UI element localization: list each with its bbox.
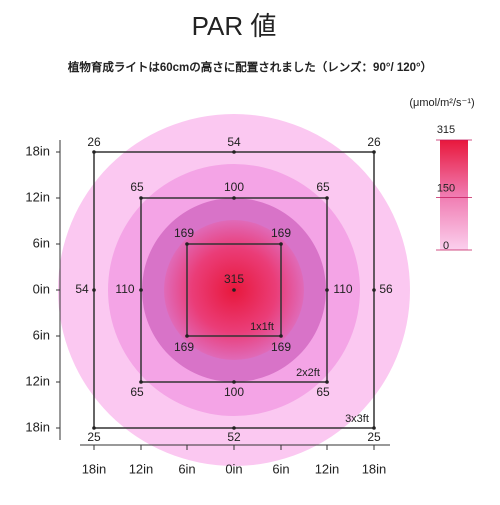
par-value: 110 [333, 282, 352, 296]
measure-point [92, 426, 96, 430]
par-value: 100 [224, 180, 244, 194]
unit: (μmol/m²/s⁻¹) [409, 97, 474, 109]
par-value: 169 [271, 226, 291, 240]
measure-point [372, 288, 376, 292]
par-value: 26 [87, 135, 101, 149]
par-value: 52 [227, 430, 241, 444]
title: PAR 値 [192, 11, 277, 41]
colorbar-label: 0 [443, 240, 449, 252]
subtitle: 植物育成ライトは60cmの高さに配置されました（レンズ：90°/ 120°） [67, 60, 432, 74]
measure-point [232, 288, 236, 292]
par-value: 100 [224, 385, 244, 399]
x-tick-label: 6in [178, 461, 195, 476]
colorbar-label: 150 [437, 183, 455, 195]
y-tick-label: 12in [25, 189, 50, 204]
measure-point [232, 150, 236, 154]
y-tick-label: 0in [33, 281, 50, 296]
par-value: 169 [271, 340, 291, 354]
par-value: 54 [75, 282, 89, 296]
x-tick-label: 12in [129, 461, 154, 476]
par-value: 26 [367, 135, 381, 149]
par-value: 25 [87, 430, 101, 444]
measure-point [372, 150, 376, 154]
y-tick-label: 6in [33, 327, 50, 342]
measure-point [279, 242, 283, 246]
measure-point [372, 426, 376, 430]
x-tick-label: 0in [225, 461, 242, 476]
square-label: 2x2ft [296, 367, 320, 379]
colorbar-label: 315 [437, 124, 455, 136]
y-tick-label: 6in [33, 235, 50, 250]
measure-point [139, 380, 143, 384]
par-value: 169 [174, 226, 194, 240]
measure-point [279, 334, 283, 338]
x-tick-label: 18in [82, 461, 107, 476]
measure-point [232, 196, 236, 200]
x-tick-label: 12in [315, 461, 340, 476]
par-value: 56 [379, 282, 393, 296]
par-value: 65 [130, 180, 144, 194]
par-value: 65 [130, 385, 144, 399]
par-value: 169 [174, 340, 194, 354]
par-value: 65 [316, 180, 330, 194]
colorbar [440, 140, 468, 250]
measure-point [185, 242, 189, 246]
square-label: 3x3ft [345, 413, 369, 425]
par-value: 65 [316, 385, 330, 399]
y-tick-label: 12in [25, 373, 50, 388]
measure-point [232, 426, 236, 430]
measure-point [92, 288, 96, 292]
par-value: 315 [224, 272, 244, 286]
x-tick-label: 18in [362, 461, 387, 476]
par-value: 54 [227, 135, 241, 149]
measure-point [232, 380, 236, 384]
measure-point [325, 196, 329, 200]
par-value: 110 [115, 282, 134, 296]
x-tick-label: 6in [272, 461, 289, 476]
y-tick-label: 18in [25, 419, 50, 434]
measure-point [185, 334, 189, 338]
measure-point [139, 196, 143, 200]
square [186, 243, 282, 337]
measure-point [325, 380, 329, 384]
measure-point [92, 150, 96, 154]
measure-point [139, 288, 143, 292]
measure-point [325, 288, 329, 292]
par-value: 25 [367, 430, 381, 444]
y-tick-label: 18in [25, 143, 50, 158]
square-label: 1x1ft [250, 321, 274, 333]
